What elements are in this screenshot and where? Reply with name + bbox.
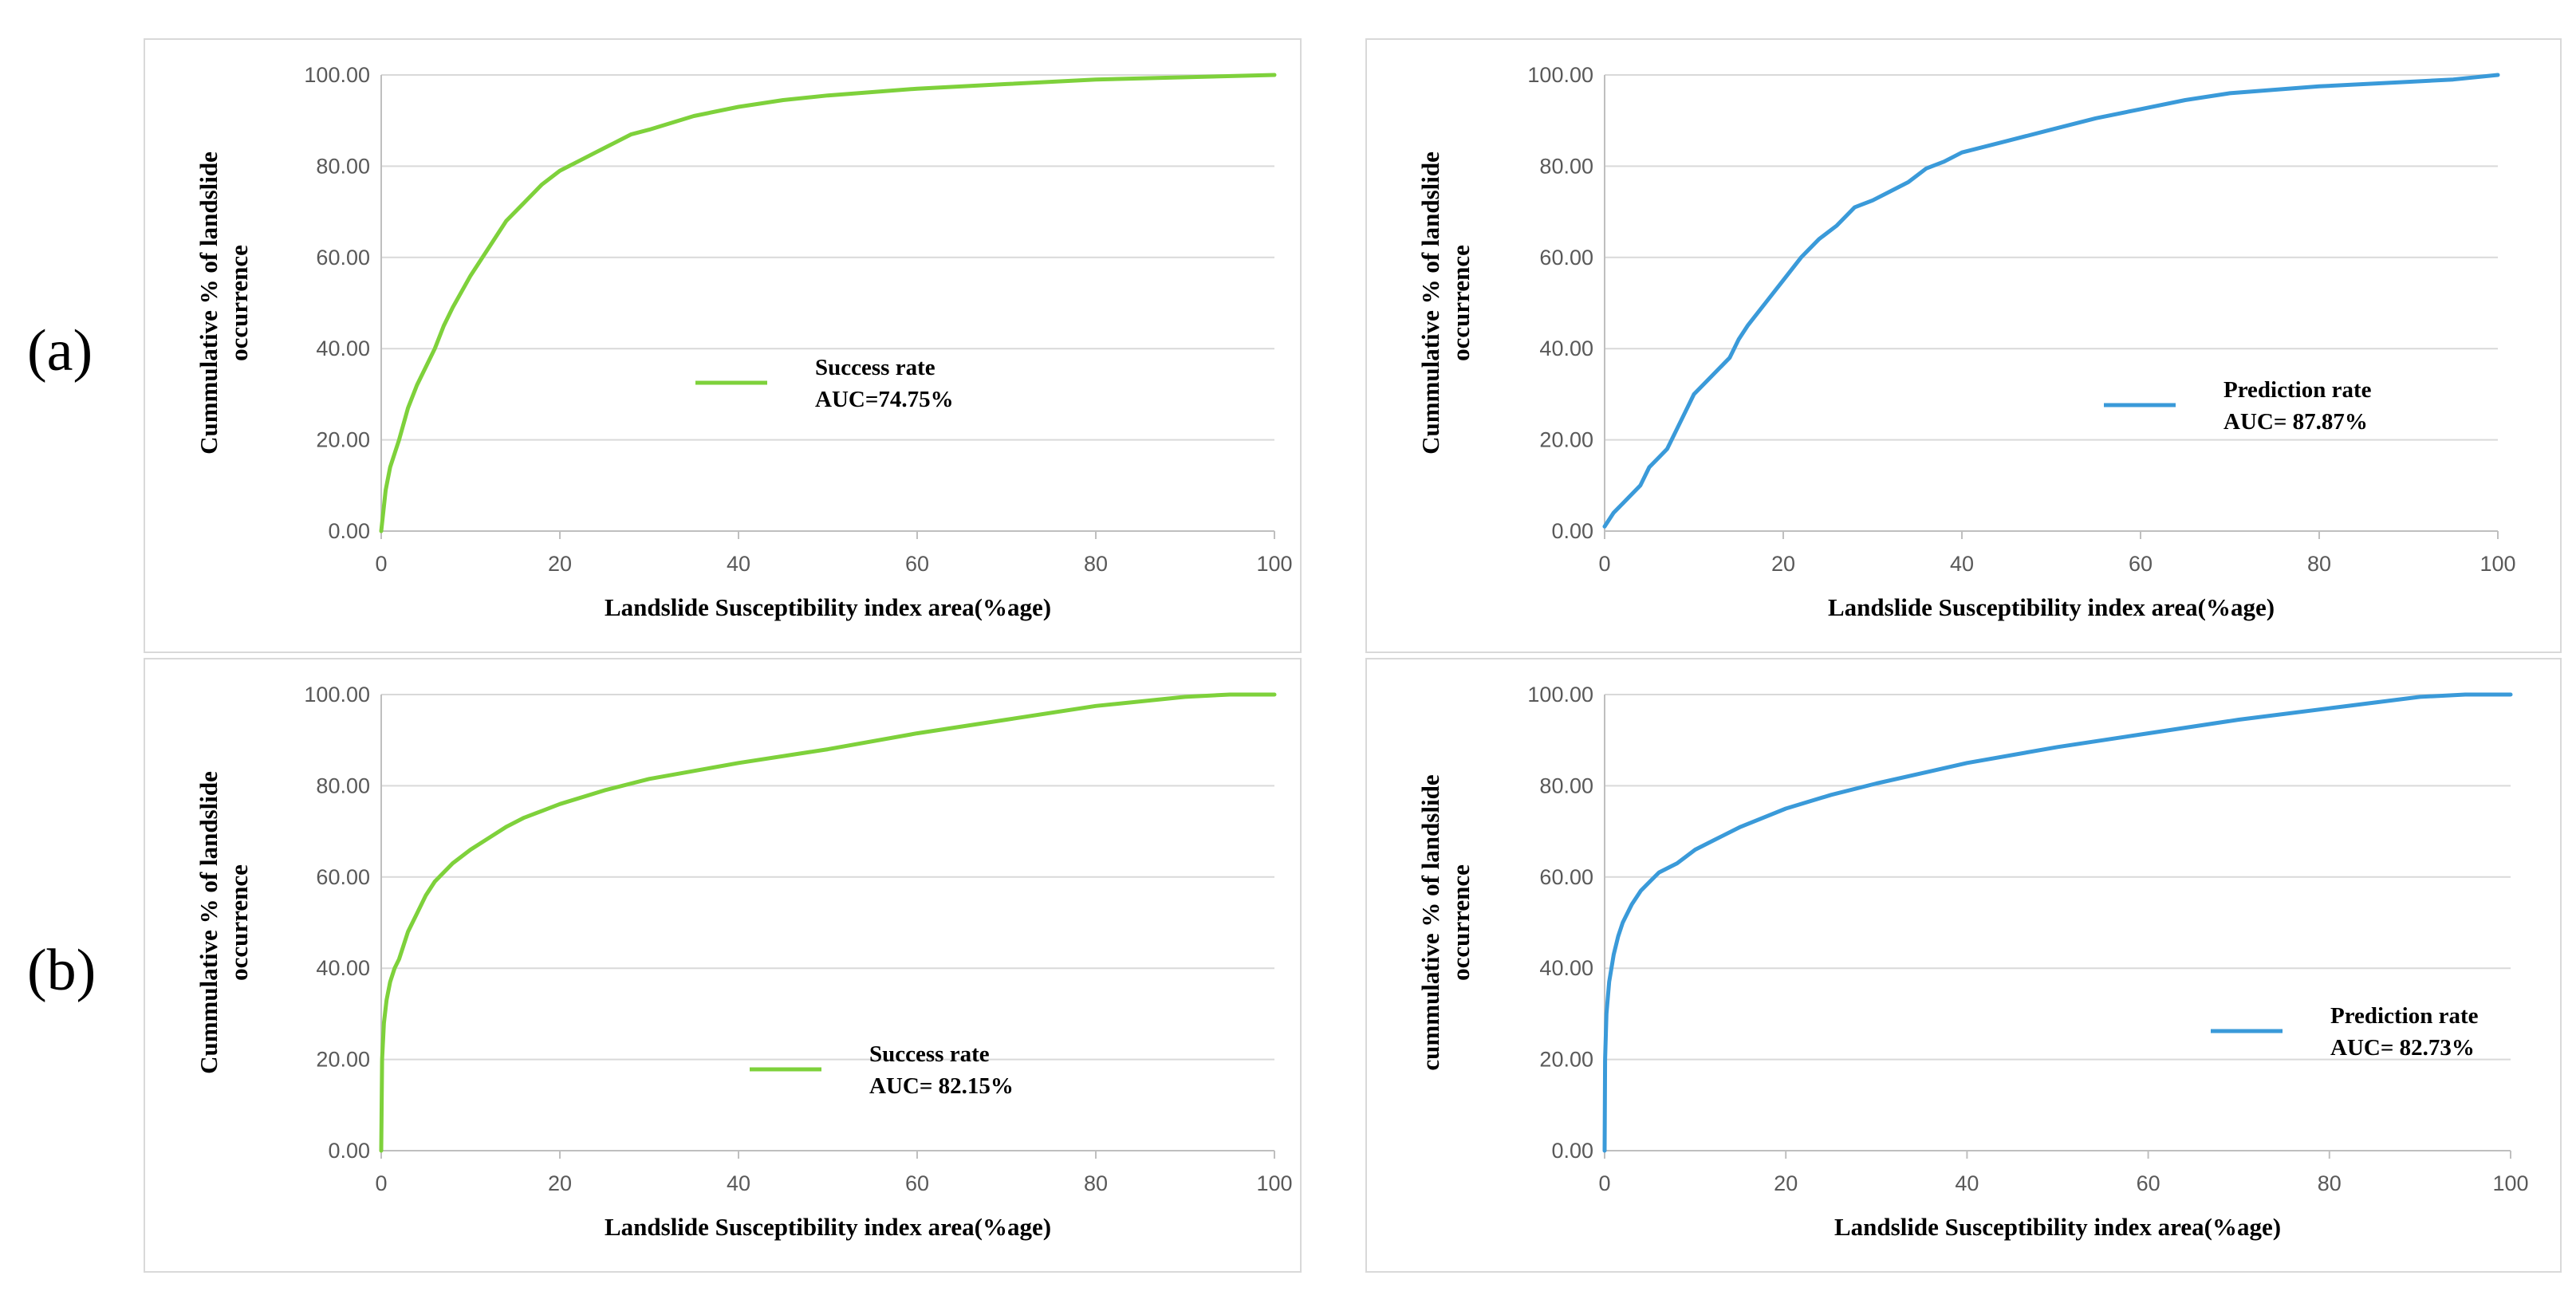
x-tick-label: 60 (905, 1171, 929, 1195)
x-tick-label: 80 (2307, 552, 2331, 576)
y-tick-label: 20.00 (1539, 428, 1593, 452)
y-tick-label: 80.00 (1539, 773, 1593, 797)
y-tick-label: 20.00 (1539, 1048, 1593, 1072)
x-tick-label: 40 (727, 1171, 750, 1195)
y-tick-label: 100.00 (304, 63, 370, 87)
series-line (1602, 692, 2513, 1153)
x-tick-label: 40 (727, 552, 750, 576)
y-tick-label: 40.00 (1539, 337, 1593, 360)
x-tick-label: 20 (548, 552, 572, 576)
chart-svg: 0.00 20.00 40.00 60.00 80.00 100.00 0 20 40 60 80 1… (195, 683, 1293, 1241)
series-line (379, 73, 1277, 533)
x-tick-label: 40 (1955, 1171, 1979, 1195)
y-tick-label: 80.00 (316, 773, 370, 797)
x-tick-label: 80 (2318, 1171, 2342, 1195)
y-axis-title-line: Cummulative % of landslide (195, 152, 223, 455)
x-tick-label: 100 (2492, 1171, 2528, 1195)
y-tick-label: 60.00 (316, 246, 370, 270)
chart-svg: 0.00 20.00 40.00 60.00 80.00 100.00 0 20 40 60 80 1… (195, 63, 1293, 621)
legend-auc: AUC= 87.87% (2223, 409, 2368, 435)
y-tick-label: 0.00 (1551, 519, 1593, 543)
x-axis-title: Landslide Susceptibility index area(%age… (605, 593, 1051, 621)
series-line (379, 692, 1277, 1153)
y-tick-label: 60.00 (316, 865, 370, 889)
legend-label: Prediction rate (2330, 1003, 2479, 1029)
chart-panel-a-prediction: 0.00 20.00 40.00 60.00 80.00 100.00 0 20 40 60 80 1… (1365, 38, 2562, 653)
y-axis-title-line: occurrence (1447, 864, 1475, 981)
x-tick-label: 0 (1598, 552, 1610, 576)
y-axis-title-line: occurrence (1447, 245, 1475, 361)
row-label-a: (a) (27, 318, 93, 384)
x-tick-label: 60 (905, 552, 929, 576)
legend-label: Prediction rate (2223, 377, 2372, 403)
legend-auc: AUC=74.75% (815, 387, 954, 412)
chart-panel-b-success: 0.00 20.00 40.00 60.00 80.00 100.00 0 20 40 60 80 1… (144, 658, 1302, 1273)
x-axis-title: Landslide Susceptibility index area(%age… (1834, 1213, 2281, 1241)
legend-label: Success rate (815, 355, 935, 380)
y-tick-label: 80.00 (316, 154, 370, 178)
y-axis-title-line: Cummulative % of landslide (1416, 152, 1444, 455)
legend-label: Success rate (869, 1041, 990, 1067)
x-tick-label: 0 (375, 1171, 387, 1195)
chart-svg: 0.00 20.00 40.00 60.00 80.00 100.00 0 20 40 60 80 1… (1416, 63, 2516, 621)
y-tick-label: 40.00 (316, 337, 370, 360)
x-tick-label: 100 (1256, 552, 1292, 576)
y-tick-label: 0.00 (1551, 1139, 1593, 1163)
y-tick-label: 60.00 (1539, 246, 1593, 270)
x-axis-title: Landslide Susceptibility index area(%age… (605, 1213, 1051, 1241)
y-axis-title-line: occurrence (225, 864, 253, 981)
y-axis-title-line: cummulative % of landslide (1416, 774, 1444, 1070)
x-tick-label: 20 (1771, 552, 1795, 576)
chart-panel-a-success: 0.00 20.00 40.00 60.00 80.00 100.00 0 20 40 60 80 1… (144, 38, 1302, 653)
x-tick-label: 40 (1950, 552, 1974, 576)
x-axis-title: Landslide Susceptibility index area(%age… (1828, 593, 2275, 621)
chart-svg: 0.00 20.00 40.00 60.00 80.00 100.00 0 20 40 60 80 1… (1416, 683, 2529, 1241)
y-axis-title-line: occurrence (225, 245, 253, 361)
x-tick-label: 0 (1598, 1171, 1610, 1195)
y-tick-label: 100.00 (1527, 683, 1593, 707)
x-tick-label: 100 (1256, 1171, 1292, 1195)
y-tick-label: 100.00 (1527, 63, 1593, 87)
x-tick-label: 0 (375, 552, 387, 576)
legend-auc: AUC= 82.15% (869, 1073, 1014, 1099)
x-tick-label: 20 (1774, 1171, 1798, 1195)
x-tick-label: 20 (548, 1171, 572, 1195)
x-tick-label: 100 (2479, 552, 2515, 576)
y-tick-label: 40.00 (316, 956, 370, 980)
x-tick-label: 60 (2137, 1171, 2160, 1195)
y-tick-label: 0.00 (328, 1139, 370, 1163)
x-tick-label: 60 (2129, 552, 2153, 576)
y-tick-label: 60.00 (1539, 865, 1593, 889)
series-line (1602, 73, 2500, 529)
row-label-b: (b) (27, 938, 97, 1003)
y-tick-label: 100.00 (304, 683, 370, 707)
y-tick-label: 40.00 (1539, 956, 1593, 980)
y-tick-label: 0.00 (328, 519, 370, 543)
legend-auc: AUC= 82.73% (2330, 1035, 2475, 1061)
x-tick-label: 80 (1084, 1171, 1108, 1195)
x-tick-label: 80 (1084, 552, 1108, 576)
y-tick-label: 80.00 (1539, 154, 1593, 178)
y-axis-title-line: Cummulative % of landslide (195, 771, 223, 1074)
y-tick-label: 20.00 (316, 1048, 370, 1072)
y-tick-label: 20.00 (316, 428, 370, 452)
chart-panel-b-prediction: 0.00 20.00 40.00 60.00 80.00 100.00 0 20 40 60 80 1… (1365, 658, 2562, 1273)
